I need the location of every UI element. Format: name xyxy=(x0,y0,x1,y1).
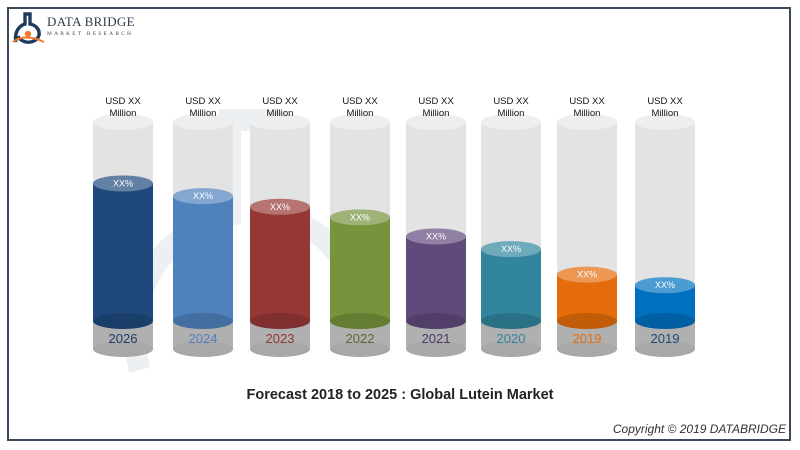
bar-value-label: Million xyxy=(267,108,294,119)
bar-track-top xyxy=(635,114,695,130)
bar-year-label: 2019 xyxy=(573,331,602,346)
bar-track-top xyxy=(93,114,153,130)
bar-base-bottom xyxy=(557,341,617,357)
bar-track-top xyxy=(557,114,617,130)
brand-name: DATA BRIDGE xyxy=(47,14,135,29)
bar-percent-label: XX% xyxy=(350,212,370,222)
bar-fill-top xyxy=(250,198,310,215)
bar-base-bottom xyxy=(481,341,541,357)
bar-value-label: USD XX xyxy=(418,96,454,107)
bar-fill-top xyxy=(635,277,695,294)
bar-value-label: Million xyxy=(498,108,525,119)
bar-percent-label: XX% xyxy=(193,191,213,201)
bar-percent-label: XX% xyxy=(113,178,133,188)
chart-frame xyxy=(7,7,791,441)
bar-value-label: Million xyxy=(652,108,679,119)
bar-base-bottom xyxy=(330,341,390,357)
bar-base-bottom xyxy=(406,341,466,357)
bar-base-bottom xyxy=(635,341,695,357)
watermark-mark xyxy=(123,109,363,374)
brand-logo: DATA BRIDGE MARKET RESEARCH xyxy=(12,12,142,44)
bar-fill xyxy=(330,217,390,321)
bar-fill xyxy=(93,183,153,321)
bar-value-label: USD XX xyxy=(105,96,141,107)
bar-fill xyxy=(173,196,233,321)
bar-value-label: Million xyxy=(574,108,601,119)
bar-year-label: 2024 xyxy=(189,331,218,346)
bar-fill-bottom xyxy=(250,313,310,329)
bar-track-top xyxy=(406,114,466,130)
bar-value-label: Million xyxy=(423,108,450,119)
bar-percent-label: XX% xyxy=(501,244,521,254)
bar-year-label: 2021 xyxy=(422,331,451,346)
chart-caption: Forecast 2018 to 2025 : Global Lutein Ma… xyxy=(246,387,554,403)
bar-fill-top xyxy=(330,209,390,226)
data-bridge-logo-icon xyxy=(12,12,45,44)
bar-value-label: Million xyxy=(110,108,137,119)
bar-fill-bottom xyxy=(557,313,617,329)
bar-track-top xyxy=(250,114,310,130)
bar-base-bottom xyxy=(93,341,153,357)
bar-percent-label: XX% xyxy=(655,280,675,290)
bar-base-bottom xyxy=(173,341,233,357)
bar-fill-top xyxy=(557,266,617,283)
bar-track-top xyxy=(330,114,390,130)
bar-fill-top xyxy=(93,175,153,192)
bar-year-label: 2022 xyxy=(346,331,375,346)
bar-value-label: USD XX xyxy=(647,96,683,107)
bar-value-label: USD XX xyxy=(185,96,221,107)
bar-year-label: 2026 xyxy=(109,331,138,346)
bar-fill-bottom xyxy=(93,313,153,329)
bar-value-label: Million xyxy=(190,108,217,119)
bar-fill-top xyxy=(406,228,466,245)
bar-value-label: USD XX xyxy=(569,96,605,107)
watermark-logo xyxy=(123,109,363,374)
bar-fill-bottom xyxy=(330,313,390,329)
bar-percent-label: XX% xyxy=(426,231,446,241)
bar-fill xyxy=(250,206,310,321)
bar-value-label: USD XX xyxy=(342,96,378,107)
bar-track-top xyxy=(173,114,233,130)
bar-percent-label: XX% xyxy=(270,202,290,212)
bar-fill-bottom xyxy=(406,313,466,329)
bar-fill-bottom xyxy=(635,313,695,329)
bar-year-label: 2023 xyxy=(266,331,295,346)
copyright-notice: Copyright © 2019 DATABRIDGE xyxy=(612,422,786,436)
bar-fill-top xyxy=(173,188,233,205)
bar-value-label: USD XX xyxy=(493,96,529,107)
bar-track-top xyxy=(481,114,541,130)
bar-year-label: 2020 xyxy=(497,331,526,346)
bar-fill xyxy=(481,249,541,321)
brand-tagline: MARKET RESEARCH xyxy=(47,31,134,37)
bar-fill-top xyxy=(481,241,541,258)
bar-year-label: 2019 xyxy=(651,331,680,346)
bar-fill-bottom xyxy=(481,313,541,329)
bar-base-bottom xyxy=(250,341,310,357)
bar-percent-label: XX% xyxy=(577,270,597,280)
bar-value-label: Million xyxy=(347,108,374,119)
bar-fill-bottom xyxy=(173,313,233,329)
bar-fill xyxy=(406,236,466,321)
bar-value-label: USD XX xyxy=(262,96,298,107)
